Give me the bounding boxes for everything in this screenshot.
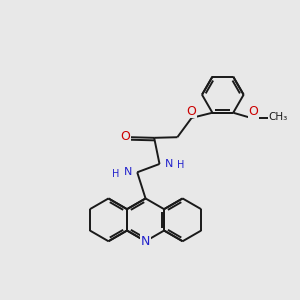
- Text: CH₃: CH₃: [269, 112, 288, 122]
- Text: N: N: [124, 167, 132, 177]
- Text: H: H: [112, 169, 119, 179]
- Text: N: N: [165, 159, 173, 169]
- Text: H: H: [177, 160, 184, 170]
- Text: N: N: [141, 235, 150, 248]
- Text: O: O: [121, 130, 130, 142]
- Text: O: O: [248, 105, 258, 118]
- Text: O: O: [187, 105, 196, 118]
